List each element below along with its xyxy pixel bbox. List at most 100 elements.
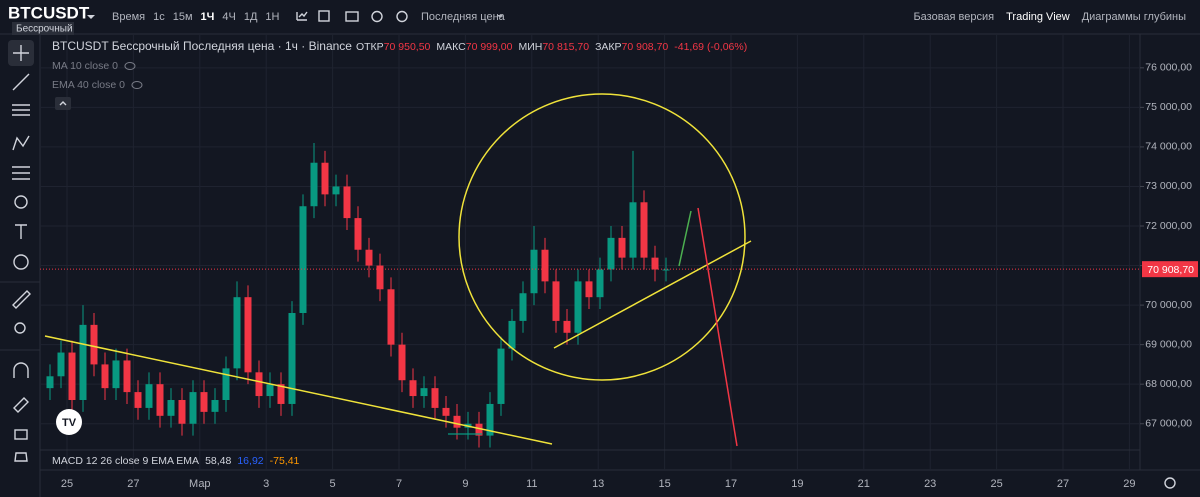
- stat-value: 70 950,50: [384, 41, 431, 53]
- candle-body: [200, 392, 208, 412]
- timeframe[interactable]: Время: [112, 11, 145, 23]
- indicator-icon[interactable]: [296, 11, 308, 21]
- candle-body: [123, 360, 131, 393]
- y-tick-label: 76 000,00: [1145, 62, 1192, 74]
- brush-tool[interactable]: [14, 195, 28, 209]
- contract-badge: [12, 22, 74, 35]
- text-tool[interactable]: [15, 224, 27, 239]
- candle-body: [277, 384, 285, 404]
- timeframe[interactable]: 1с: [153, 11, 165, 23]
- view-tab[interactable]: Базовая версия: [913, 11, 994, 23]
- candle-body: [574, 281, 582, 333]
- candle-body: [607, 237, 615, 270]
- fib-tool[interactable]: [12, 104, 30, 116]
- y-tick-label: 67 000,00: [1145, 418, 1192, 430]
- top-bar: [0, 0, 1200, 34]
- tv-logo: [56, 409, 82, 435]
- candle-body: [211, 400, 219, 412]
- candle-body: [552, 281, 560, 321]
- candle-body: [486, 403, 494, 436]
- stat-name: МАКС: [436, 41, 466, 53]
- collapse-icon[interactable]: [59, 101, 67, 106]
- add-icon[interactable]: [371, 10, 383, 23]
- visibility-icon[interactable]: [124, 62, 136, 70]
- candle-body: [288, 313, 296, 404]
- candle-body: [145, 384, 153, 408]
- tool-icons[interactable]: [296, 10, 408, 23]
- x-tick-label: Мар: [189, 478, 211, 490]
- x-tick-label: 25: [61, 478, 73, 490]
- trendline[interactable]: [697, 207, 738, 447]
- timeframe[interactable]: 1Н: [265, 11, 279, 23]
- candle-body: [343, 186, 351, 219]
- candle-body: [442, 407, 450, 416]
- visibility-icon[interactable]: [131, 81, 143, 89]
- macd-value: 16,92: [237, 455, 263, 467]
- replay-icon[interactable]: [396, 10, 408, 23]
- candle-body: [453, 415, 461, 428]
- contract: Бессрочный: [16, 24, 73, 35]
- trendline[interactable]: [44, 335, 553, 445]
- magnet-tool[interactable]: [13, 362, 29, 378]
- macd-name: MACD 12 26 close 9 EMA EMA: [52, 455, 199, 467]
- zoom-tool[interactable]: [14, 322, 26, 334]
- forecast-tool[interactable]: [12, 166, 30, 180]
- collapse-button[interactable]: [55, 97, 71, 110]
- stat-value: 70 908,70: [622, 41, 669, 53]
- candle-body: [376, 265, 384, 290]
- camera-icon[interactable]: [345, 11, 359, 22]
- timeframe[interactable]: 1Ч: [201, 11, 215, 23]
- timeframe[interactable]: 15м: [173, 11, 193, 23]
- candle-body: [167, 400, 175, 416]
- x-tick-label: 11: [526, 478, 537, 490]
- emoji-tool[interactable]: [13, 254, 29, 270]
- pattern-tool[interactable]: [12, 135, 30, 151]
- y-tick-label: 68 000,00: [1145, 378, 1192, 390]
- trendline[interactable]: [553, 240, 752, 349]
- indicator: EMA 40 close 0: [52, 79, 125, 91]
- ruler-tool[interactable]: [12, 290, 31, 309]
- trendline[interactable]: [678, 210, 692, 267]
- candle-body: [266, 384, 274, 397]
- x-tick-label: 13: [592, 478, 604, 490]
- settings-icon[interactable]: [318, 10, 330, 22]
- macd-value: 58,48: [205, 455, 231, 467]
- trendline-tool[interactable]: [12, 73, 30, 91]
- timeframe[interactable]: 4Ч: [222, 11, 235, 23]
- lock-tool[interactable]: [14, 429, 28, 440]
- candle-body: [508, 320, 516, 349]
- y-tick-label: 74 000,00: [1145, 141, 1192, 153]
- x-tick-label: 25: [990, 478, 1002, 490]
- view-tab[interactable]: Trading View: [1006, 11, 1070, 23]
- candle-body: [651, 257, 659, 270]
- candle-body: [629, 202, 637, 258]
- price-type-dropdown[interactable]: [497, 15, 503, 18]
- stat-value: 70 999,00: [466, 41, 513, 53]
- chart-settings[interactable]: [1164, 477, 1176, 489]
- symbol-dropdown[interactable]: [87, 15, 95, 19]
- price-type[interactable]: Последняя цена: [421, 11, 506, 23]
- timeframe[interactable]: 1Д: [244, 11, 258, 23]
- candle-body: [530, 249, 538, 294]
- stat-name: ОТКР: [356, 41, 384, 53]
- lock-drawing-tool[interactable]: [13, 397, 29, 413]
- symbol[interactable]: BTCUSDT: [8, 3, 90, 22]
- crosshair-tool[interactable]: [13, 45, 29, 61]
- candle-body: [365, 249, 373, 266]
- candle-body: [189, 392, 197, 424]
- y-tick-label: 70 000,00: [1145, 299, 1192, 311]
- view-tab[interactable]: Диаграммы глубины: [1082, 11, 1186, 23]
- candle-body: [112, 360, 120, 389]
- candle-body: [640, 202, 648, 258]
- circle-drawing[interactable]: [458, 93, 746, 381]
- candle-body: [156, 384, 164, 416]
- last-price-box: [1142, 261, 1198, 278]
- delete-tool[interactable]: [14, 452, 28, 462]
- macd-value: -75,41: [270, 455, 300, 467]
- x-tick-label: 15: [658, 478, 670, 490]
- x-tick-label: 27: [1057, 478, 1069, 490]
- tv-logo-text: TV: [62, 417, 77, 429]
- chart-title: BTCUSDT Бессрочный Последняя цена · 1ч ·…: [52, 39, 352, 53]
- x-tick-label: 21: [858, 478, 870, 490]
